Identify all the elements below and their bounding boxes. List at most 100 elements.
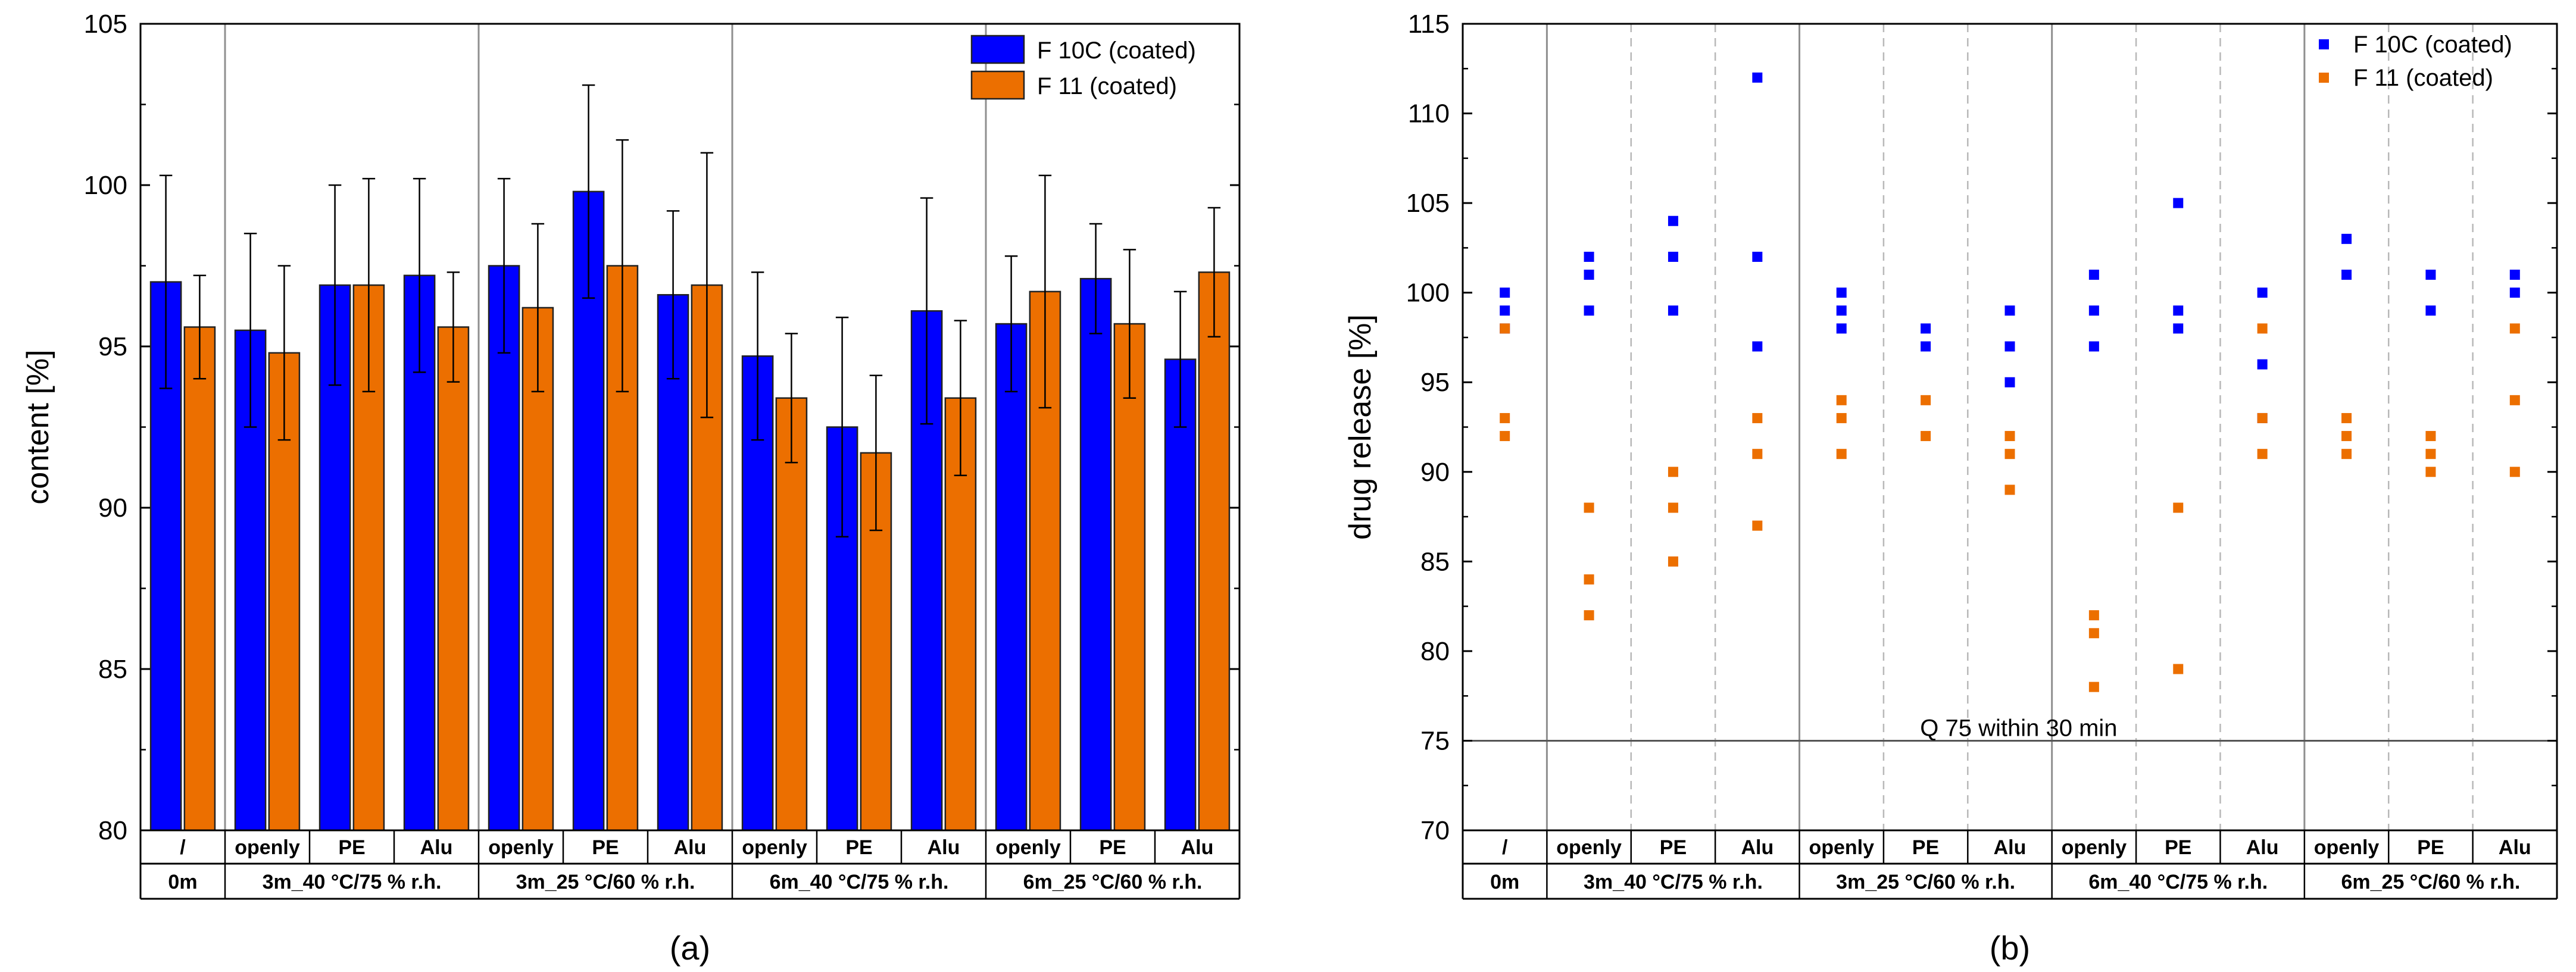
q75-threshold-label: Q 75 within 30 min bbox=[1920, 715, 2117, 741]
scatter-point-f10c bbox=[1668, 215, 1678, 226]
scatter-point-f11 bbox=[1500, 431, 1510, 442]
scatter-point-f11 bbox=[2425, 467, 2436, 477]
x-category-label: Alu bbox=[1181, 836, 1214, 859]
scatter-point-f10c bbox=[2341, 270, 2352, 280]
legend-label: F 10C (coated) bbox=[2353, 32, 2512, 58]
y-tick-label: 90 bbox=[98, 493, 127, 523]
panel-label: (b) bbox=[1990, 929, 2030, 967]
y-tick-label: 70 bbox=[1420, 816, 1450, 845]
scatter-point-f10c bbox=[2509, 287, 2520, 298]
bar-f11 bbox=[1113, 323, 1146, 832]
x-group-label: 6m_40 °C/75 % r.h. bbox=[770, 871, 949, 893]
scatter-point-f11 bbox=[1836, 395, 1847, 405]
legend-label: F 11 (coated) bbox=[1037, 73, 1177, 99]
scatter-point-f10c bbox=[2004, 341, 2015, 352]
scatter-point-f10c bbox=[1668, 251, 1678, 262]
scatter-point-f11 bbox=[2509, 323, 2520, 334]
x-category-label: Alu bbox=[2246, 836, 2279, 859]
x-category-label: PE bbox=[2417, 836, 2444, 859]
scatter-point-f10c bbox=[2341, 233, 2352, 244]
bar-f11 bbox=[775, 397, 808, 832]
scatter-point-f11 bbox=[1752, 412, 1763, 423]
scatter-point-f11 bbox=[2341, 449, 2352, 460]
scatter-point-f10c bbox=[2004, 305, 2015, 316]
legend-swatch-f10c bbox=[970, 35, 1025, 64]
y-tick-label: 80 bbox=[1420, 637, 1450, 666]
y-tick-label: 85 bbox=[1420, 547, 1450, 576]
x-group-label: 3m_40 °C/75 % r.h. bbox=[263, 871, 442, 893]
x-category-label: openly bbox=[1556, 836, 1622, 859]
scatter-point-f10c bbox=[2173, 198, 2184, 208]
legend-label: F 10C (coated) bbox=[1037, 37, 1196, 64]
x-category-label: / bbox=[180, 836, 186, 859]
x-category-label: Alu bbox=[928, 836, 960, 859]
scatter-point-f11 bbox=[2257, 412, 2268, 423]
x-category-label: openly bbox=[2062, 836, 2127, 859]
scatter-point-f10c bbox=[1584, 251, 1594, 262]
x-category-label: Alu bbox=[2499, 836, 2531, 859]
scatter-point-f10c bbox=[2173, 305, 2184, 316]
scatter-point-f10c bbox=[1836, 323, 1847, 334]
x-category-label: openly bbox=[2314, 836, 2380, 859]
scatter-point-f11 bbox=[1921, 431, 1931, 442]
y-axis-label: drug release [%] bbox=[1343, 314, 1378, 540]
x-group-label: 3m_40 °C/75 % r.h. bbox=[1584, 871, 1763, 893]
scatter-point-f11 bbox=[1584, 610, 1594, 621]
scatter-point-f11 bbox=[2509, 395, 2520, 405]
x-category-label: openly bbox=[995, 836, 1061, 859]
scatter-point-f10c bbox=[1752, 72, 1763, 83]
scatter-point-f10c bbox=[2425, 305, 2436, 316]
bar-f11 bbox=[1198, 271, 1231, 832]
x-category-label: Alu bbox=[674, 836, 707, 859]
scatter-point-f11 bbox=[1668, 556, 1678, 567]
x-category-label: PE bbox=[1660, 836, 1687, 859]
x-category-label: openly bbox=[235, 836, 300, 859]
scatter-point-f10c bbox=[1668, 305, 1678, 316]
bar-f10c bbox=[995, 323, 1028, 832]
x-category-label: PE bbox=[2165, 836, 2191, 859]
bar-f10c bbox=[488, 265, 520, 832]
bar-f10c bbox=[1079, 277, 1112, 832]
scatter-point-f10c bbox=[2088, 341, 2099, 352]
x-group-label: 6m_25 °C/60 % r.h. bbox=[2341, 871, 2520, 893]
scatter-point-f11 bbox=[2173, 502, 2184, 513]
scatter-point-f10c bbox=[1500, 287, 1510, 298]
x-category-label: openly bbox=[1809, 836, 1874, 859]
scatter-point-f11 bbox=[2088, 628, 2099, 639]
scatter-point-f11 bbox=[1584, 574, 1594, 585]
x-category-label: PE bbox=[592, 836, 619, 859]
scatter-point-f11 bbox=[1500, 323, 1510, 334]
plot-frame bbox=[139, 23, 1241, 832]
y-tick-label: 100 bbox=[84, 171, 127, 200]
scatter-point-f11 bbox=[1752, 449, 1763, 460]
scatter-point-f11 bbox=[2173, 664, 2184, 674]
scatter-point-f11 bbox=[1584, 502, 1594, 513]
x-group-label: 6m_40 °C/75 % r.h. bbox=[2088, 871, 2268, 893]
scatter-point-f11 bbox=[1836, 412, 1847, 423]
y-tick-label: 105 bbox=[1406, 189, 1450, 218]
y-tick-label: 115 bbox=[1408, 10, 1450, 39]
x-group-label: 6m_25 °C/60 % r.h. bbox=[1023, 871, 1203, 893]
legend-label: F 11 (coated) bbox=[2353, 65, 2493, 91]
scatter-point-f10c bbox=[1500, 305, 1510, 316]
scatter-point-f11 bbox=[2088, 610, 2099, 621]
scatter-point-f11 bbox=[1500, 412, 1510, 423]
scatter-point-f11 bbox=[2257, 323, 2268, 334]
scatter-point-f10c bbox=[1836, 287, 1847, 298]
scatter-point-f11 bbox=[2425, 449, 2436, 460]
x-category-label: PE bbox=[845, 836, 872, 859]
y-tick-label: 105 bbox=[84, 10, 127, 39]
scatter-point-f10c bbox=[2509, 270, 2520, 280]
scatter-point-f11 bbox=[2341, 412, 2352, 423]
scatter-point-f10c bbox=[2088, 305, 2099, 316]
scatter-point-f11 bbox=[2004, 449, 2015, 460]
scatter-point-f10c bbox=[1921, 341, 1931, 352]
scatter-point-f11 bbox=[2257, 449, 2268, 460]
y-tick-label: 75 bbox=[1420, 726, 1450, 755]
x-category-label: openly bbox=[488, 836, 554, 859]
scatter-point-f10c bbox=[2004, 377, 2015, 387]
scatter-point-f10c bbox=[1836, 305, 1847, 316]
y-axis-label: content [%] bbox=[21, 349, 55, 504]
x-category-label: PE bbox=[1912, 836, 1939, 859]
scatter-point-f10c bbox=[1752, 251, 1763, 262]
